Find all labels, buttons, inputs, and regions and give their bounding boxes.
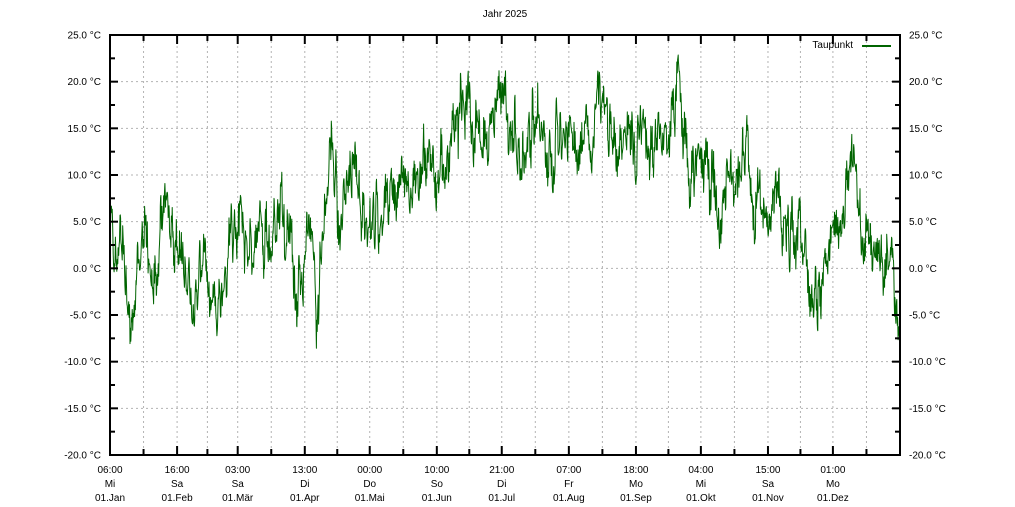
legend-line-sample xyxy=(862,45,891,47)
x-axis-date-label: 01.Jul xyxy=(488,493,515,504)
y-axis-left-tick-label: -20.0 °C xyxy=(64,451,101,462)
x-axis-time-label: 04:00 xyxy=(688,465,713,476)
x-axis-time-label: 07:00 xyxy=(556,465,581,476)
x-axis-weekday-label: Do xyxy=(363,479,376,490)
y-axis-left-tick-label: 15.0 °C xyxy=(68,124,101,135)
x-axis-date-label: 01.Jan xyxy=(95,493,125,504)
x-axis-date-label: 01.Mai xyxy=(355,493,385,504)
x-axis-date-label: 01.Nov xyxy=(752,493,784,504)
y-axis-left-tick-label: 20.0 °C xyxy=(68,77,101,88)
x-axis-weekday-label: Sa xyxy=(762,479,775,490)
y-axis-left-tick-label: 25.0 °C xyxy=(68,31,101,42)
x-axis-weekday-label: Sa xyxy=(171,479,184,490)
y-axis-left-tick-label: -5.0 °C xyxy=(70,311,101,322)
y-axis-right-tick-label: -15.0 °C xyxy=(909,404,946,415)
x-axis-time-label: 18:00 xyxy=(623,465,648,476)
y-axis-left-tick-label: 0.0 °C xyxy=(73,264,101,275)
y-axis-right-tick-label: 5.0 °C xyxy=(909,217,937,228)
y-axis-left-tick-label: 10.0 °C xyxy=(68,171,101,182)
x-axis-weekday-label: Mi xyxy=(105,479,116,490)
plot-border xyxy=(109,34,901,456)
x-axis-date-label: 01.Aug xyxy=(553,493,585,504)
y-axis-right-tick-label: -10.0 °C xyxy=(909,357,946,368)
x-axis-date-label: 01.Okt xyxy=(686,493,716,504)
x-axis-weekday-label: Sa xyxy=(232,479,245,490)
y-axis-right-tick-label: 20.0 °C xyxy=(909,77,942,88)
y-axis-right-tick-label: 0.0 °C xyxy=(909,264,937,275)
taupunkt-series-line xyxy=(109,54,901,349)
x-axis-weekday-label: So xyxy=(431,479,444,490)
x-axis-time-label: 15:00 xyxy=(755,465,780,476)
x-axis-weekday-label: Mo xyxy=(826,479,840,490)
x-axis-date-label: 01.Feb xyxy=(162,493,194,504)
y-axis-right-tick-label: 10.0 °C xyxy=(909,171,942,182)
y-axis-left-tick-label: 5.0 °C xyxy=(73,217,101,228)
x-axis-date-label: 01.Apr xyxy=(290,493,320,504)
x-axis-date-label: 01.Sep xyxy=(620,493,652,504)
x-axis-weekday-label: Mi xyxy=(696,479,707,490)
y-axis-right-tick-label: 15.0 °C xyxy=(909,124,942,135)
x-axis-date-label: 01.Dez xyxy=(817,493,849,504)
x-axis-weekday-label: Mo xyxy=(629,479,643,490)
x-axis-time-label: 03:00 xyxy=(225,465,250,476)
x-axis-time-label: 21:00 xyxy=(489,465,514,476)
y-axis-left-tick-label: -15.0 °C xyxy=(64,404,101,415)
y-axis-right-tick-label: -20.0 °C xyxy=(909,451,946,462)
x-axis-time-label: 06:00 xyxy=(97,465,122,476)
x-axis-time-label: 16:00 xyxy=(165,465,190,476)
x-axis-weekday-label: Di xyxy=(497,479,506,490)
legend: Taupunkt xyxy=(812,40,891,52)
y-axis-right-tick-label: -5.0 °C xyxy=(909,311,940,322)
x-axis-weekday-label: Di xyxy=(300,479,309,490)
x-axis-date-label: 01.Mär xyxy=(222,493,254,504)
legend-label: Taupunkt xyxy=(812,40,853,51)
x-axis-time-label: 13:00 xyxy=(292,465,317,476)
x-axis-weekday-label: Fr xyxy=(564,479,574,490)
y-axis-left-tick-label: -10.0 °C xyxy=(64,357,101,368)
x-axis-date-label: 01.Jun xyxy=(422,493,452,504)
x-axis-time-label: 00:00 xyxy=(357,465,382,476)
chart-title: Jahr 2025 xyxy=(482,9,528,20)
y-axis-right-tick-label: 25.0 °C xyxy=(909,31,942,42)
x-axis-time-label: 01:00 xyxy=(820,465,845,476)
x-axis-time-label: 10:00 xyxy=(424,465,449,476)
